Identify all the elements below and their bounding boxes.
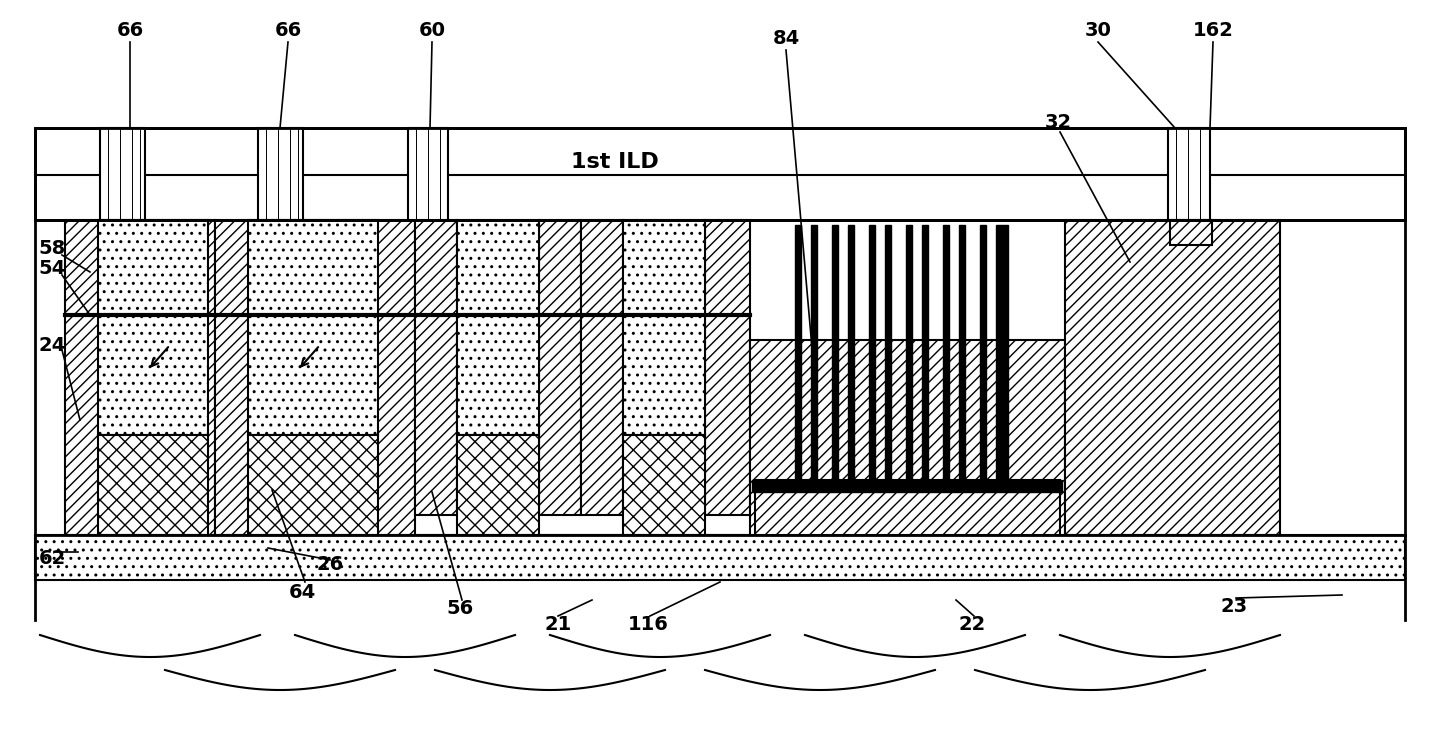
Bar — [35, 128, 1404, 220]
Bar — [35, 535, 1404, 580]
Bar — [750, 340, 1065, 535]
Text: 21: 21 — [544, 615, 571, 634]
Bar — [705, 220, 750, 515]
Bar — [623, 435, 705, 535]
Text: 60: 60 — [419, 21, 446, 40]
Text: 24: 24 — [39, 335, 66, 354]
Text: 56: 56 — [446, 598, 473, 618]
Text: 162: 162 — [1193, 21, 1233, 40]
Bar — [98, 435, 209, 535]
Bar — [869, 225, 875, 480]
Bar — [753, 480, 1062, 492]
Bar — [414, 220, 458, 515]
Text: 30: 30 — [1085, 21, 1111, 40]
Text: 54: 54 — [39, 259, 66, 278]
Text: 32: 32 — [1045, 113, 1072, 131]
Bar — [958, 225, 966, 480]
Bar — [922, 225, 928, 480]
Bar — [943, 225, 948, 480]
Bar — [1002, 225, 1007, 480]
Bar — [980, 225, 986, 480]
Bar — [996, 225, 1002, 480]
Bar — [458, 220, 540, 435]
Text: 22: 22 — [958, 615, 986, 634]
Bar — [812, 225, 817, 480]
Text: 23: 23 — [1220, 596, 1248, 615]
Bar — [248, 220, 378, 435]
Bar — [409, 128, 448, 220]
Bar — [65, 220, 214, 535]
Bar — [258, 128, 304, 220]
Bar — [214, 220, 414, 535]
Bar — [907, 225, 912, 480]
Bar — [99, 128, 145, 220]
Bar — [832, 225, 837, 480]
Bar — [98, 220, 209, 435]
Text: 58: 58 — [39, 239, 66, 257]
Bar — [755, 480, 1061, 535]
Bar — [1168, 128, 1210, 220]
Bar — [540, 220, 581, 515]
Bar — [623, 220, 705, 435]
Text: 64: 64 — [288, 582, 315, 601]
Bar — [848, 225, 853, 480]
Bar — [248, 435, 378, 535]
Text: 84: 84 — [773, 29, 800, 47]
Bar — [35, 128, 1404, 220]
Text: 66: 66 — [117, 21, 144, 40]
Text: 1st ILD: 1st ILD — [571, 152, 659, 172]
Bar — [1170, 220, 1212, 245]
Bar — [1065, 220, 1281, 535]
Bar — [458, 435, 540, 535]
Bar — [35, 220, 1404, 535]
Bar — [794, 225, 802, 480]
Text: 116: 116 — [627, 615, 669, 634]
Text: 62: 62 — [39, 548, 66, 567]
Text: 26: 26 — [317, 556, 344, 575]
Bar — [581, 220, 623, 515]
Bar — [885, 225, 891, 480]
Text: 66: 66 — [275, 21, 302, 40]
